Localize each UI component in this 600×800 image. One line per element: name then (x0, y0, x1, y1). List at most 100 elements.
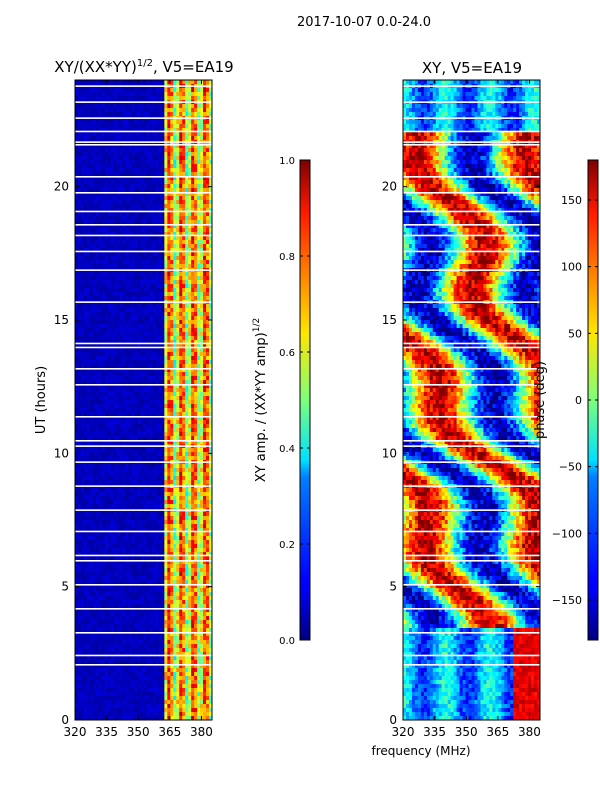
x-tick-label: 335 (423, 725, 446, 739)
flagged-row (403, 269, 540, 271)
flagged-row (403, 416, 540, 418)
axes-phase: 320 335 350 365 380 0 5 10 15 20 (382, 80, 541, 739)
y-tick-label: 5 (389, 580, 397, 594)
y-tick-label: 15 (54, 313, 69, 327)
colorbar-tick-label: 0.6 (279, 348, 295, 359)
x-tick-label: 365 (486, 725, 509, 739)
panel-phase-title: XY, V5=EA19 (422, 59, 522, 77)
colorbar-tick-label: −100 (552, 527, 582, 540)
flagged-row (75, 530, 212, 533)
flagged-row (403, 342, 540, 345)
colorbar-tick-label: 150 (561, 194, 582, 207)
flagged-row (403, 461, 540, 463)
flagged-row (403, 554, 540, 557)
flagged-row (75, 141, 212, 143)
flagged-row (75, 560, 212, 562)
heatmap-amplitude (75, 80, 213, 721)
y-tick-label: 15 (382, 313, 397, 327)
colorbar-tick-label: 0.2 (279, 540, 295, 551)
colorbar-phase-ticks: −150 −100 −50 0 50 100 150 (552, 194, 598, 607)
flagged-row (75, 269, 212, 271)
flagged-row (75, 250, 212, 253)
flagged-row (75, 85, 212, 87)
colorbar-amplitude-ticks: 0.0 0.2 0.4 0.6 0.8 1.0 (279, 156, 310, 647)
flagged-row (403, 117, 540, 119)
flagged-row (75, 509, 212, 511)
flagged-row (75, 144, 212, 146)
flagged-row (403, 584, 540, 586)
flagged-row (75, 554, 212, 557)
colorbar-tick-label: 0 (575, 394, 582, 407)
flagged-row (75, 485, 212, 487)
colorbar-amplitude: 0.0 0.2 0.4 0.6 0.8 1.0 XY amp. / (XX*YY amp)… (252, 156, 311, 647)
flagged-row (403, 632, 540, 634)
flagged-row (403, 234, 540, 237)
colorbar-phase-label: phase (deg) (533, 361, 548, 439)
flagged-row (75, 342, 212, 345)
flagged-row (75, 368, 212, 370)
heatmap-phase (403, 80, 541, 721)
y-tick-label: 0 (389, 713, 397, 727)
y-tick-label: 20 (382, 180, 397, 194)
flagged-row (75, 632, 212, 634)
flagged-row (403, 144, 540, 146)
flagged-row (75, 654, 212, 657)
flagged-row (75, 346, 212, 349)
flagged-row (403, 368, 540, 370)
flagged-row (403, 485, 540, 487)
flagged-row (75, 130, 212, 133)
panel-amplitude-title: XY/(XX*YY)1/2, V5=EA19 (54, 58, 233, 76)
flagged-row (75, 234, 212, 237)
y-tick-label: 5 (61, 580, 69, 594)
flagged-row (403, 445, 540, 447)
flagged-row (75, 461, 212, 463)
colorbar-tick-label: −50 (559, 461, 582, 474)
flagged-row (403, 224, 540, 226)
panel-phase-xlabel: frequency (MHz) (371, 744, 470, 758)
flagged-row (403, 509, 540, 511)
y-tick-label: 10 (54, 446, 69, 460)
flagged-row (75, 101, 212, 103)
flagged-row (75, 664, 212, 666)
colorbar-tick-label: 0.8 (279, 252, 295, 263)
y-tick-label: 0 (61, 713, 69, 727)
flagged-row (403, 130, 540, 133)
plot-frame-amplitude (74, 79, 213, 721)
flagged-row (75, 384, 212, 386)
flagged-row (403, 346, 540, 349)
x-tick-label: 350 (127, 725, 150, 739)
flagged-row (403, 192, 540, 194)
colorbar-tick-label: 100 (561, 261, 582, 274)
flagged-row (403, 608, 540, 610)
colorbar-tick-label: 1.0 (279, 156, 295, 167)
plot-frame-phase (402, 79, 541, 721)
flagged-row (75, 584, 212, 586)
flagged-row (75, 416, 212, 418)
colorbar-phase: −150 −100 −50 0 50 100 150 phase (deg) (533, 159, 599, 641)
flagged-row (75, 445, 212, 447)
flagged-row (75, 210, 212, 213)
flagged-row (403, 85, 540, 87)
panel-phase: XY, V5=EA19 320 335 350 365 380 0 5 10 15 20 freq… (371, 59, 540, 758)
flagged-row (403, 250, 540, 253)
flagged-row (403, 654, 540, 657)
flagged-row (75, 440, 212, 442)
y-tick-label: 10 (382, 446, 397, 460)
x-tick-label: 350 (455, 725, 478, 739)
flagged-row (403, 176, 540, 178)
flagged-row (75, 117, 212, 119)
x-tick-label: 365 (158, 725, 181, 739)
colorbar-tick-label: 50 (568, 327, 582, 340)
colorbar-tick-label: 0.0 (279, 636, 295, 647)
flagged-row (75, 224, 212, 226)
flagged-row (403, 384, 540, 386)
colorbar-amplitude-label: XY amp. / (XX*YY amp)1/2 (252, 318, 269, 482)
panel-amplitude-ylabel: UT (hours) (34, 366, 49, 434)
flagged-row (403, 301, 540, 303)
flagged-row (75, 301, 212, 303)
x-tick-label: 320 (64, 725, 87, 739)
panel-amplitude: XY/(XX*YY)1/2, V5=EA19 UT (hours) 320 335… (34, 58, 234, 739)
figure-suptitle: 2017-10-07 0.0-24.0 (297, 15, 431, 30)
flagged-row (403, 440, 540, 442)
